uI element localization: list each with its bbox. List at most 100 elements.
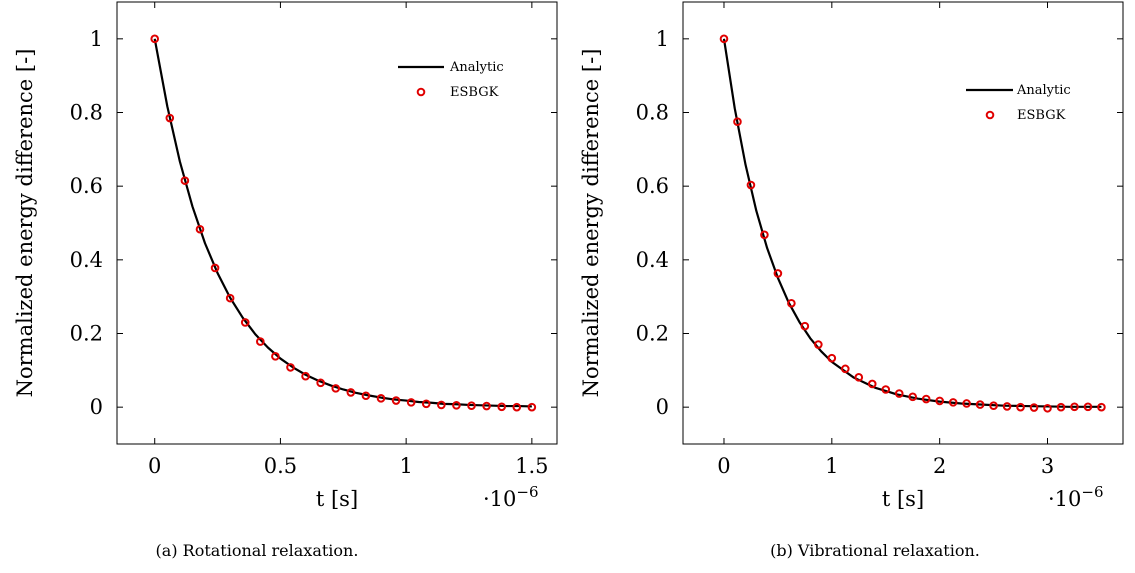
caption-a: (a) Rotational relaxation. <box>156 541 359 560</box>
x-multiplier-exp-a: −6 <box>516 483 538 501</box>
esbgk-point <box>908 392 918 402</box>
caption-b: (b) Vibrational relaxation. <box>770 541 980 560</box>
plot-frame-a <box>116 1 558 445</box>
esbgk-point <box>437 400 446 410</box>
x-multiplier-exp-b: −6 <box>1081 483 1103 501</box>
esbgk-point <box>180 176 190 185</box>
esbgk-point <box>787 299 796 308</box>
esbgk-point <box>301 371 310 381</box>
esbgk-point <box>935 396 944 406</box>
esbgk-point <box>719 34 729 44</box>
y-tick-label: 0 <box>90 395 103 419</box>
esbgk-point <box>150 34 160 44</box>
plot-frame-b <box>682 1 1124 445</box>
esbgk-point <box>854 373 864 382</box>
y-tick-label: 0.6 <box>70 174 103 198</box>
legend-label-esbgk-a: ESBGK <box>450 85 499 100</box>
esbgk-point <box>1097 402 1106 412</box>
esbgk-point <box>331 384 341 393</box>
esbgk-point <box>894 389 904 398</box>
esbgk-point <box>975 400 985 409</box>
esbgk-point <box>406 398 416 407</box>
axis-ticks-a: 0 0.5 1 1.5 0 0.2 0.4 0.6 0.8 1 <box>70 2 557 478</box>
x-tick-label: 2 <box>933 454 946 478</box>
esbgk-point <box>733 117 742 127</box>
esbgk-point <box>240 318 250 327</box>
x-axis-label-a: t [s] <box>316 487 358 511</box>
analytic-line <box>722 38 1102 408</box>
esbgk-point <box>827 353 837 363</box>
esbgk-point <box>527 402 537 412</box>
series-group-b <box>719 34 1106 413</box>
y-tick-label: 1 <box>656 27 669 51</box>
x-multiplier-base-a: ·10 <box>483 487 516 511</box>
esbgk-point <box>482 401 491 411</box>
legend-label-analytic-b: Analytic <box>1016 83 1071 98</box>
esbgk-point <box>814 340 823 349</box>
legend-marker-esbgk-b <box>985 110 995 120</box>
esbgk-point <box>1083 402 1093 412</box>
y-tick-label: 0.4 <box>636 248 669 272</box>
panel-a: 0 0.5 1 1.5 0 0.2 0.4 0.6 0.8 1 Normalized energy… <box>13 1 558 560</box>
x-tick-label: 0.5 <box>264 454 297 478</box>
x-multiplier-base-b: ·10 <box>1048 487 1081 511</box>
esbgk-point <box>1070 402 1079 412</box>
legend-label-analytic-a: Analytic <box>449 60 504 75</box>
esbgk-point <box>271 352 280 361</box>
esbgk-point <box>225 293 235 303</box>
esbgk-point <box>800 321 810 331</box>
esbgk-point <box>316 378 325 388</box>
esbgk-point <box>746 180 756 190</box>
x-tick-label: 0 <box>148 454 161 478</box>
esbgk-point <box>1016 402 1025 412</box>
esbgk-point <box>195 224 205 234</box>
x-multiplier-a: ·10−6 <box>483 483 539 511</box>
y-tick-label: 0.8 <box>636 101 669 125</box>
x-tick-label: 1 <box>825 454 838 478</box>
legend-b: Analytic ESBGK <box>966 83 1071 123</box>
axis-ticks-b: 0 1 2 3 0 0.2 0.4 0.6 0.8 1 <box>636 2 1123 478</box>
panel-b: 0 1 2 3 0 0.2 0.4 0.6 0.8 1 Normalized energy dif… <box>579 1 1124 560</box>
esbgk-point <box>962 399 971 408</box>
y-axis-label-b: Normalized energy difference [-] <box>579 49 603 398</box>
esbgk-point <box>773 269 783 278</box>
esbgk-point <box>421 399 431 409</box>
legend-a: Analytic ESBGK <box>398 60 504 100</box>
esbgk-point <box>391 396 401 405</box>
y-tick-label: 0.2 <box>70 322 103 346</box>
esbgk-point <box>881 385 891 394</box>
esbgk-point <box>512 402 522 412</box>
y-tick-label: 0.8 <box>70 101 103 125</box>
y-tick-label: 0.6 <box>636 174 669 198</box>
x-tick-label: 1 <box>399 454 412 478</box>
esbgk-point <box>452 401 461 410</box>
esbgk-point <box>165 113 175 123</box>
esbgk-point <box>760 230 769 240</box>
esbgk-point <box>210 263 220 273</box>
esbgk-point <box>467 401 476 410</box>
esbgk-point <box>346 388 356 397</box>
x-tick-label: 1.5 <box>515 454 548 478</box>
y-tick-label: 0.4 <box>70 248 103 272</box>
x-tick-label: 3 <box>1041 454 1054 478</box>
esbgk-point <box>1029 403 1039 412</box>
series-group-a <box>150 34 537 412</box>
y-tick-label: 0 <box>656 395 669 419</box>
x-tick-label: 0 <box>717 454 730 478</box>
esbgk-point <box>867 379 877 389</box>
x-multiplier-b: ·10−6 <box>1048 483 1104 511</box>
esbgk-point <box>376 394 386 403</box>
y-tick-label: 0.2 <box>636 322 669 346</box>
esbgk-point <box>1056 402 1066 412</box>
y-tick-label: 1 <box>90 27 103 51</box>
esbgk-point <box>1002 402 1012 411</box>
esbgk-point <box>948 398 958 407</box>
esbgk-point <box>497 402 506 412</box>
esbgk-point <box>361 391 371 401</box>
esbgk-point <box>286 363 295 372</box>
esbgk-point <box>256 337 265 346</box>
legend-marker-esbgk-a <box>416 87 426 97</box>
esbgk-point <box>1043 403 1052 413</box>
legend-label-esbgk-b: ESBGK <box>1017 108 1066 123</box>
